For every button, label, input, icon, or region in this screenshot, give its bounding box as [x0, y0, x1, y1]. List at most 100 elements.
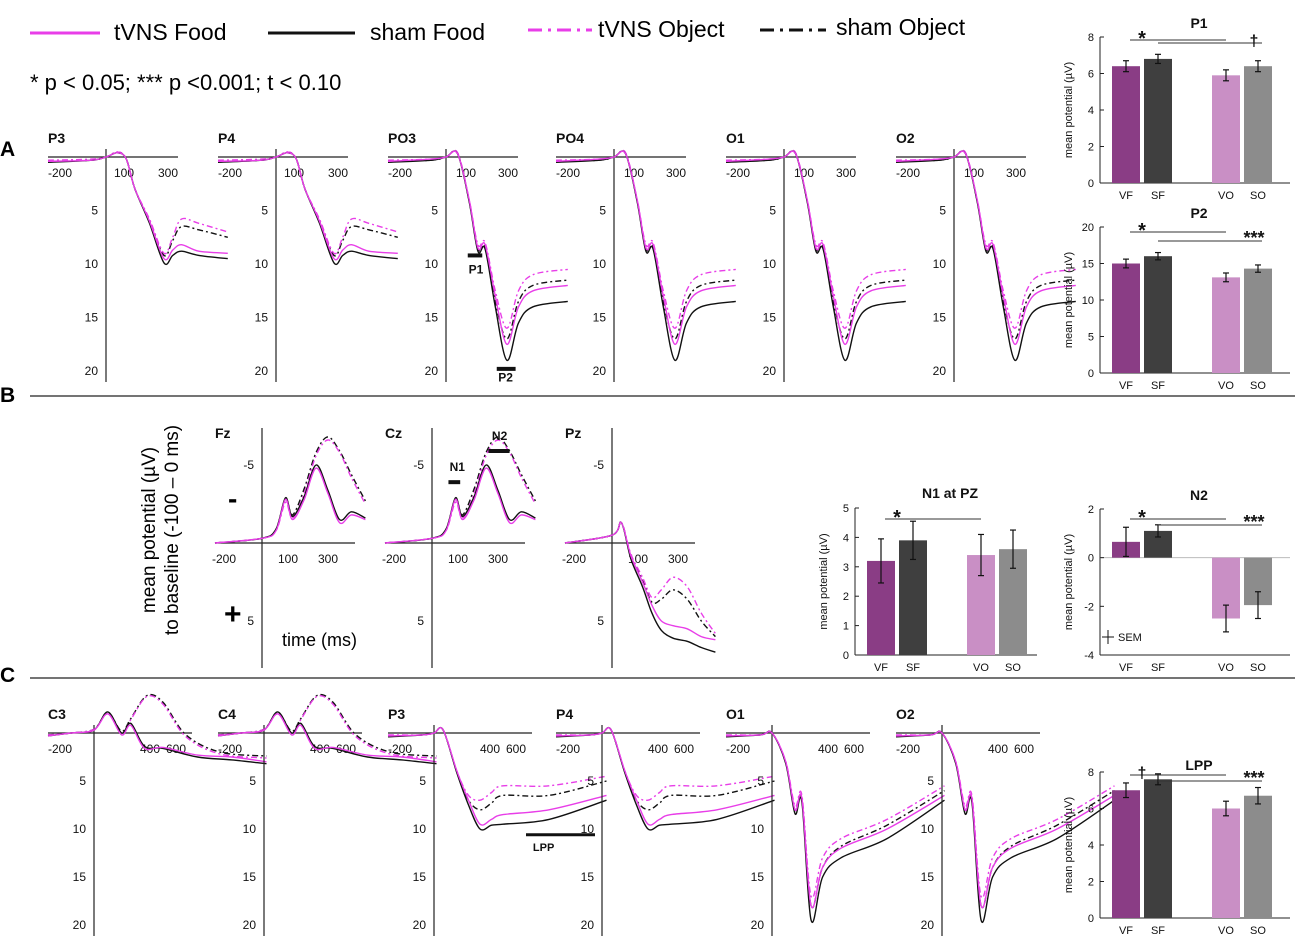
- category-label-vo: VO: [1218, 925, 1234, 937]
- significance-marker: †: [1250, 33, 1259, 50]
- x-tick-label: -200: [726, 166, 750, 180]
- category-label-vo: VO: [973, 662, 989, 674]
- plot-title: O2: [896, 706, 915, 722]
- bar-sf: [1144, 256, 1172, 373]
- x-tick-label: -200: [388, 742, 412, 756]
- y-tick-label: 20: [425, 364, 439, 378]
- y-tick-label: 20: [1082, 222, 1094, 234]
- series-tvns-food: [217, 151, 398, 261]
- panel-label-b: B: [0, 384, 15, 407]
- bar-vo: [1212, 277, 1240, 373]
- y-tick-label: 2: [1088, 877, 1094, 889]
- y-tick-label: 15: [243, 870, 257, 884]
- y-tick-label: 0: [843, 650, 849, 662]
- y-tick-label: 15: [85, 311, 99, 325]
- y-axis-label: mean potential (µV): [1063, 534, 1075, 630]
- series-sham-object: [725, 150, 906, 340]
- bar-vf: [1112, 66, 1140, 183]
- window-label-p2: P2: [498, 371, 513, 385]
- category-label-vo: VO: [1218, 662, 1234, 674]
- bar-so: [1244, 795, 1272, 918]
- x-tick-label: 100: [624, 166, 644, 180]
- legend-label-sham-food: sham Food: [370, 19, 485, 45]
- category-label-vf: VF: [874, 662, 888, 674]
- legend-label-tvns-object: tVNS Object: [598, 16, 725, 42]
- y-tick-label: 4: [1088, 840, 1094, 852]
- y-tick-label: 5: [769, 204, 776, 218]
- y-tick-label: 5: [91, 204, 98, 218]
- window-label-n2: N2: [492, 429, 508, 443]
- y-tick-label: 5: [79, 774, 86, 788]
- y-axis-label: mean potential (µV): [1063, 252, 1075, 348]
- erp-plot-a-o2: O2 -200 100 300 5 10 15 20: [895, 130, 1076, 382]
- series-tvns-object: [47, 150, 228, 255]
- x-tick-label: -200: [896, 166, 920, 180]
- plot-title: P4: [556, 706, 573, 722]
- window-label-lpp: LPP: [533, 842, 554, 854]
- bar-chart-title: P1: [1190, 15, 1207, 31]
- y-tick-label: 5: [419, 774, 426, 788]
- series-sham-object: [217, 693, 437, 757]
- y-tick-label: 10: [243, 822, 257, 836]
- plot-title: Pz: [565, 425, 581, 441]
- plot-title: O2: [896, 130, 915, 146]
- category-label-sf: SF: [1151, 380, 1165, 392]
- series-sham-object: [217, 151, 398, 257]
- erp-plot-c-p4: P4 -200 400 600 5 10 15 20: [555, 706, 775, 936]
- y-tick-label: 10: [933, 257, 947, 271]
- bar-chart-title: N2: [1190, 487, 1208, 503]
- y-tick-label: 10: [763, 257, 777, 271]
- series-sham-food: [217, 151, 398, 265]
- erp-plot-b-pz: Pz-200 100 300-55: [562, 425, 716, 668]
- x-tick-label: 600: [674, 742, 694, 756]
- significance-marker: ***: [1243, 768, 1264, 788]
- y-tick-label: 5: [431, 204, 438, 218]
- bar-sf: [1144, 58, 1172, 183]
- x-tick-label: 300: [1006, 166, 1026, 180]
- significance-marker: ***: [1243, 228, 1264, 248]
- x-tick-label: -200: [382, 552, 406, 566]
- y-tick-label: 10: [581, 822, 595, 836]
- series-sham-object: [384, 436, 537, 544]
- series-tvns-food: [564, 521, 716, 641]
- series-sham-object: [47, 693, 267, 757]
- y-tick-label: 4: [843, 532, 849, 544]
- plot-title: C4: [218, 706, 236, 722]
- y-tick-label: -2: [1084, 601, 1094, 613]
- x-tick-label: 300: [498, 166, 518, 180]
- series-tvns-food: [725, 150, 906, 346]
- legend: tVNS Food sham Food tVNS Object sham Obj…: [30, 14, 966, 95]
- y-tick-label: 10: [1082, 295, 1094, 307]
- plot-title: O1: [726, 706, 745, 722]
- panel-label-c: C: [0, 664, 15, 687]
- y-tick-label: 0: [1088, 553, 1094, 565]
- category-label-vf: VF: [1119, 925, 1133, 937]
- plot-title: P3: [48, 130, 65, 146]
- significance-marker: ***: [1243, 512, 1264, 532]
- x-tick-label: 100: [794, 166, 814, 180]
- series-tvns-food: [895, 730, 1115, 909]
- series-tvns-food: [555, 150, 736, 346]
- y-tick-label: 15: [921, 870, 935, 884]
- y-tick-label: 3: [843, 562, 849, 574]
- panel-label-a: A: [0, 138, 15, 161]
- y-tick-label: 15: [413, 870, 427, 884]
- series-sham-object: [387, 150, 568, 340]
- series-sham-object: [555, 726, 775, 811]
- y-tick-label: 15: [425, 311, 439, 325]
- y-tick-label: 8: [1088, 767, 1094, 779]
- series-tvns-food: [217, 713, 437, 763]
- y-tick-label: 20: [413, 918, 427, 932]
- series-sham-object: [387, 726, 607, 811]
- erp-plot-c-o1: O1 -200 400 600 5 10 15 20: [725, 706, 945, 936]
- y-tick-label: 10: [413, 822, 427, 836]
- category-label-sf: SF: [906, 662, 920, 674]
- x-tick-label: 400: [818, 742, 838, 756]
- bar-chart-title: N1 at PZ: [922, 485, 978, 501]
- y-tick-label: 2: [1088, 142, 1094, 154]
- series-sham-object: [564, 521, 716, 638]
- window-label-n1: N1: [450, 460, 466, 474]
- series-sham-object: [895, 150, 1076, 340]
- x-tick-label: 600: [506, 742, 526, 756]
